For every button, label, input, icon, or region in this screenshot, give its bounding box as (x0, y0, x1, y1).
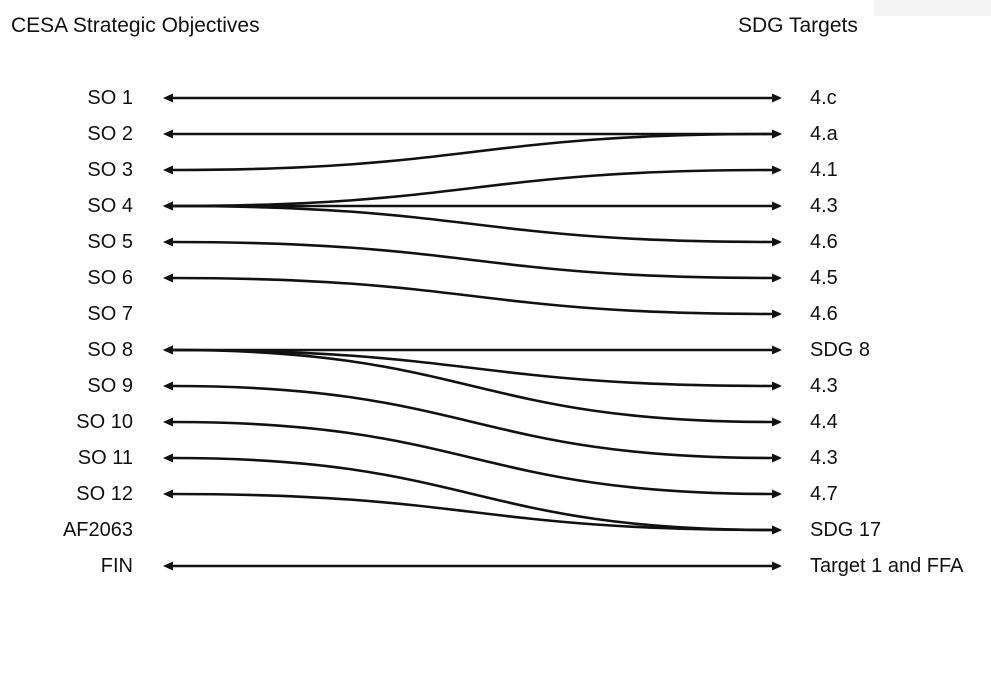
link-line (172, 456, 773, 532)
target-label: SDG 8 (810, 339, 870, 361)
target-label: 4.3 (810, 447, 838, 469)
objective-label: AF2063 (63, 519, 133, 541)
link (163, 417, 782, 499)
link (163, 345, 782, 427)
link (163, 129, 782, 175)
target-label: 4.7 (810, 483, 838, 505)
objective-label: SO 9 (87, 375, 133, 397)
target-label: 4.5 (810, 267, 838, 289)
corner-box (874, 0, 991, 16)
arrowhead-right (772, 237, 782, 247)
objective-label: SO 1 (87, 87, 133, 109)
link-line (172, 276, 773, 316)
objective-label: SO 2 (87, 123, 133, 145)
arrowhead-right (772, 561, 782, 571)
arrowhead-right (772, 381, 782, 391)
arrowhead-left (163, 453, 173, 463)
objectives-header: CESA Strategic Objectives (11, 14, 260, 37)
link (163, 165, 782, 211)
arrowhead-right (772, 93, 782, 103)
link-line (172, 384, 773, 460)
link-line (172, 132, 773, 172)
target-label: Target 1 and FFA (810, 555, 964, 577)
link (163, 273, 782, 319)
arrowhead-right (772, 453, 782, 463)
link (163, 201, 782, 247)
link (163, 489, 782, 535)
arrowhead-right (772, 345, 782, 355)
link-line (172, 420, 773, 496)
target-label: 4.3 (810, 195, 838, 217)
objective-label: FIN (101, 555, 133, 577)
objective-label: SO 3 (87, 159, 133, 181)
link (163, 93, 782, 103)
objective-label: SO 6 (87, 267, 133, 289)
target-label: 4.4 (810, 411, 838, 433)
arrowhead-right (772, 129, 782, 139)
objective-label: SO 11 (78, 447, 133, 469)
arrowhead-right (772, 309, 782, 319)
arrowhead-right (772, 525, 782, 535)
link (163, 381, 782, 463)
link (163, 561, 782, 571)
link-line (172, 492, 773, 532)
link-line (172, 168, 773, 208)
objective-label: SO 5 (87, 231, 133, 253)
arrowhead-left (163, 129, 173, 139)
arrowhead-left (163, 93, 173, 103)
arrowhead-left (163, 345, 173, 355)
arrowhead-right (772, 417, 782, 427)
arrowhead-left (163, 237, 173, 247)
link-line (172, 348, 773, 424)
link-line (172, 240, 773, 280)
arrowhead-left (163, 489, 173, 499)
link (163, 237, 782, 283)
target-label: 4.c (810, 87, 837, 109)
link-line (172, 348, 773, 388)
target-label: 4.1 (810, 159, 838, 181)
link-line (172, 204, 773, 244)
targets-layer: 4.c 4.a 4.1 4.3 4.6 4.5 4.6 SDG 8 4.3 4.4 4.3 4.7 SD… (810, 87, 964, 577)
target-label: SDG 17 (810, 519, 881, 541)
links-layer (163, 93, 782, 571)
arrowhead-left (163, 273, 173, 283)
target-label: 4.6 (810, 303, 838, 325)
targets-header: SDG Targets (738, 14, 858, 37)
arrowhead-left (163, 417, 173, 427)
arrowhead-right (772, 273, 782, 283)
arrowhead-left (163, 201, 173, 211)
arrowhead-left (163, 561, 173, 571)
target-label: 4.6 (810, 231, 838, 253)
arrowhead-right (772, 201, 782, 211)
arrowhead-left (163, 381, 173, 391)
arrowhead-right (772, 489, 782, 499)
objectives-layer: SO 1 SO 2 SO 3 SO 4 SO 5 SO 6 SO 7 SO 8 SO 9 SO 1… (63, 87, 133, 577)
arrowhead-left (163, 165, 173, 175)
objective-label: SO 7 (87, 303, 133, 325)
objective-label: SO 4 (87, 195, 133, 217)
target-label: 4.a (810, 123, 839, 145)
objective-label: SO 8 (87, 339, 133, 361)
arrowhead-right (772, 165, 782, 175)
objective-label: SO 12 (76, 483, 133, 505)
target-label: 4.3 (810, 375, 838, 397)
objective-label: SO 10 (76, 411, 133, 433)
